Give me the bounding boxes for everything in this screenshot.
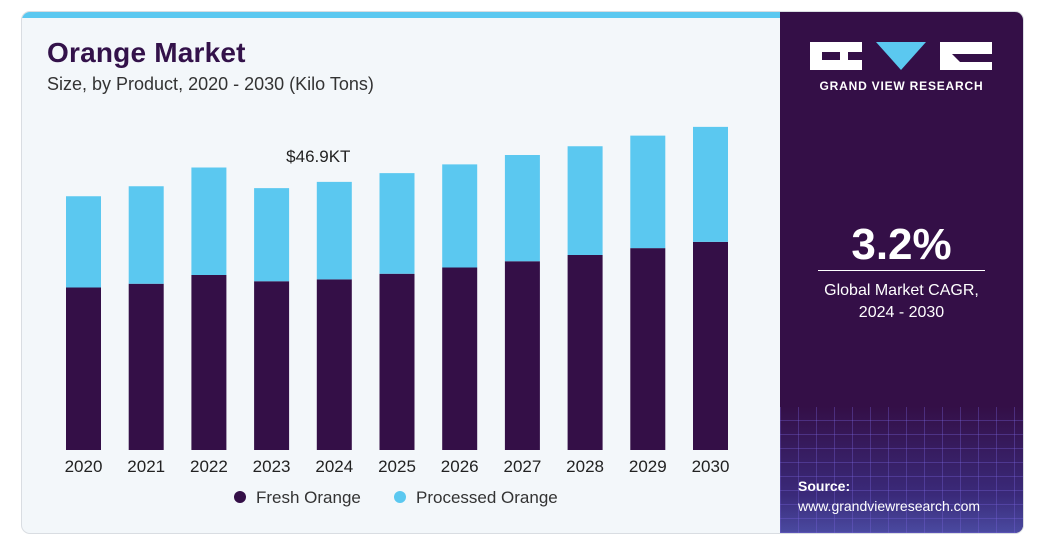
bar-fresh-2030	[693, 241, 728, 450]
source-link[interactable]: www.grandviewresearch.com	[798, 498, 981, 514]
cagr-label-line1: Global Market CAGR,	[824, 282, 979, 299]
x-tick-label-2022: 2022	[190, 457, 228, 476]
cagr-label: Global Market CAGR, 2024 - 2030	[780, 280, 1023, 324]
legend-marker-processed	[394, 491, 406, 503]
source-note: Source: www.grandviewresearch.com	[798, 476, 980, 516]
bar-processed-2021	[128, 186, 164, 284]
x-tick-label-2024: 2024	[315, 457, 353, 476]
chart-card: Orange Market Size, by Product, 2020 - 2…	[22, 12, 1023, 533]
summary-panel: GRAND VIEW RESEARCH 3.2% Global Market C…	[780, 12, 1023, 533]
legend-label-processed: Processed Orange	[416, 488, 558, 507]
grid-decoration	[780, 407, 1023, 533]
bar-fresh-2023	[254, 281, 290, 450]
x-tick-label-2029: 2029	[629, 457, 667, 476]
bar-processed-2027	[504, 155, 540, 262]
cagr-label-line2: 2024 - 2030	[858, 304, 945, 321]
bar-processed-2028	[567, 146, 603, 255]
bar-processed-2025	[379, 173, 415, 274]
x-tick-label-2021: 2021	[127, 457, 165, 476]
bar-fresh-2027	[504, 261, 540, 450]
bar-processed-2023	[254, 188, 290, 282]
bar-processed-2030	[693, 126, 728, 242]
bar-processed-2022	[191, 167, 227, 275]
bar-fresh-2022	[191, 275, 227, 450]
bar-processed-2020	[66, 196, 101, 288]
legend-label-fresh: Fresh Orange	[256, 488, 361, 507]
bar-fresh-2024	[316, 279, 352, 450]
accent-bar	[22, 12, 780, 18]
x-tick-label-2028: 2028	[566, 457, 604, 476]
gvr-logo	[810, 42, 992, 70]
bar-fresh-2021	[128, 283, 164, 450]
bar-chart: 2020 2021 2022 2023 2024 $46.9KT 2025 2026 2027 2…	[65, 126, 730, 507]
brand-name: GRAND VIEW RESEARCH	[819, 79, 984, 93]
legend-marker-fresh	[234, 491, 246, 503]
bar-fresh-2028	[567, 255, 603, 450]
bar-fresh-2020	[66, 287, 101, 450]
x-tick-label-2020: 2020	[65, 457, 103, 476]
bar-processed-2024	[316, 181, 352, 280]
cagr-value: 3.2%	[851, 220, 952, 269]
bar-processed-2026	[442, 164, 478, 268]
data-label-2024: $46.9KT	[286, 147, 350, 166]
x-tick-label-2026: 2026	[441, 457, 479, 476]
chart-title: Orange Market	[47, 37, 246, 68]
bar-fresh-2026	[442, 267, 478, 450]
divider	[818, 270, 985, 271]
x-tick-label-2030: 2030	[692, 457, 730, 476]
x-tick-label-2025: 2025	[378, 457, 416, 476]
source-label: Source:	[798, 478, 851, 494]
chart-subtitle: Size, by Product, 2020 - 2030 (Kilo Tons…	[47, 74, 374, 94]
bar-processed-2029	[630, 135, 666, 249]
x-tick-label-2027: 2027	[503, 457, 541, 476]
bar-fresh-2025	[379, 273, 415, 450]
x-tick-label-2023: 2023	[253, 457, 291, 476]
bar-fresh-2029	[630, 248, 666, 450]
